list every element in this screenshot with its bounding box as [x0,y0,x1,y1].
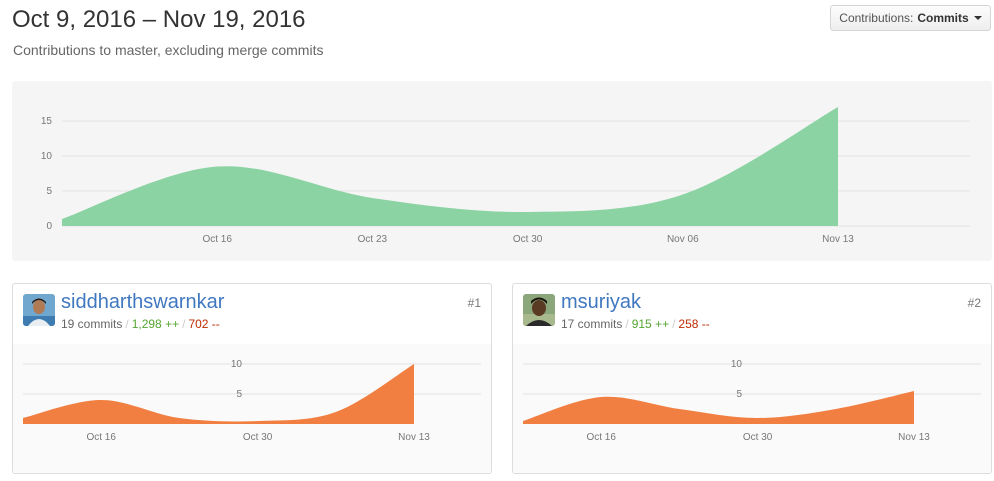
commit-count: 17 commits [561,317,623,331]
area-series [23,364,414,424]
commit-count: 19 commits [61,317,123,331]
x-tick-label: Oct 16 [202,234,232,245]
x-tick-label: Oct 16 [86,432,116,443]
y-tick-label: 10 [731,359,743,370]
x-tick-label: Oct 16 [586,432,616,443]
contributor-username-link[interactable]: siddharthswarnkar [61,291,225,313]
x-tick-label: Nov 06 [667,234,699,245]
x-tick-label: Nov 13 [398,432,430,443]
contributions-dropdown-label: Contributions: [839,11,914,25]
x-tick-label: Oct 30 [243,432,273,443]
area-series [62,107,838,226]
x-tick-label: Oct 30 [513,234,543,245]
y-tick-label: 5 [236,389,242,400]
caret-down-icon [973,16,982,20]
y-tick-label: 5 [736,389,742,400]
avatar[interactable] [523,294,555,326]
page-subtitle: Contributions to master, excluding merge… [13,42,324,58]
contributor-chart-svg: 5 10 Oct 16 Oct 30 Nov 13 [523,359,981,443]
contributor-username-link[interactable]: msuriyak [561,291,642,313]
main-contributions-chart: 0 5 10 15 Oct 16 Oct 23 Oct 30 Nov 06 Nov 13 [12,81,992,261]
additions-count: 915 ++ [631,317,670,331]
contributor-chart: 5 10 Oct 16 Oct 30 Nov 13 [513,344,991,473]
y-tick-label: 10 [41,151,53,162]
contributor-stats: 17 commits/915 ++/258 -- [561,317,710,331]
contributor-stats: 19 commits/1,298 ++/702 -- [61,317,220,331]
deletions-count: 258 -- [678,317,710,331]
contributor-card-header: msuriyak 17 commits/915 ++/258 -- #2 [513,284,991,344]
x-tick-label: Oct 30 [743,432,773,443]
y-tick-label: 15 [41,116,53,127]
contributor-card-header: siddharthswarnkar 19 commits/1,298 ++/70… [13,284,491,344]
avatar[interactable] [23,294,55,326]
y-tick-label: 10 [231,359,243,370]
area-series [523,391,914,424]
avatar-image [23,294,55,326]
contributions-dropdown-value: Commits [917,11,969,25]
x-tick-label: Nov 13 [822,234,854,245]
contributor-rank: #2 [967,296,981,310]
x-tick-label: Nov 13 [898,432,930,443]
deletions-count: 702 -- [188,317,220,331]
x-tick-label: Oct 23 [358,234,388,245]
page-title: Oct 9, 2016 – Nov 19, 2016 [12,6,306,33]
additions-count: 1,298 ++ [131,317,180,331]
contributor-rank: #1 [467,296,481,310]
contributions-dropdown[interactable]: Contributions: Commits [830,5,991,31]
contributor-chart: 5 10 Oct 16 Oct 30 Nov 13 [13,344,491,473]
y-tick-label: 5 [46,186,52,197]
main-chart-svg: 0 5 10 15 Oct 16 Oct 23 Oct 30 Nov 06 Nov 13 [41,107,970,245]
contributor-chart-svg: 5 10 Oct 16 Oct 30 Nov 13 [23,359,481,443]
contributor-card-1: siddharthswarnkar 19 commits/1,298 ++/70… [12,283,492,474]
avatar-image [523,294,555,326]
y-tick-label: 0 [46,221,52,232]
contributor-card-2: msuriyak 17 commits/915 ++/258 -- #2 5 10… [512,283,992,474]
